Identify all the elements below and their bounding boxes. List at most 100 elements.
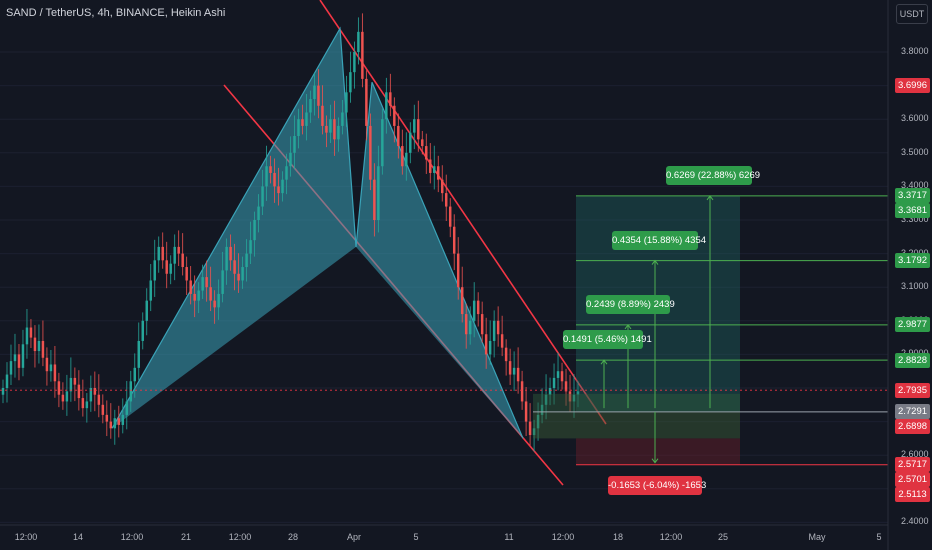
candle-body: [269, 166, 272, 173]
candle-body: [544, 394, 548, 405]
price-tag: 2.6898: [895, 419, 930, 435]
candle-body: [552, 377, 556, 388]
candles: [1, 13, 580, 452]
candle-body: [413, 119, 416, 133]
candle-body: [409, 132, 412, 153]
candle-body: [369, 125, 372, 180]
candle-body: [89, 388, 93, 402]
candle-body: [301, 119, 304, 126]
candle-body: [169, 263, 172, 274]
candle-body: [65, 391, 69, 402]
candle-body: [97, 394, 101, 405]
price-tag: 3.3681: [895, 203, 930, 219]
candle-body: [261, 186, 264, 207]
symbol-title: SAND / TetherUS, 4h, BINANCE, Heikin Ash…: [6, 7, 226, 19]
candle-body: [85, 401, 89, 409]
candle-body: [560, 371, 564, 382]
candle-body: [341, 112, 344, 126]
candle-body: [229, 246, 232, 261]
candle-body: [345, 92, 348, 113]
candle-body: [460, 287, 464, 315]
candle-body: [257, 206, 260, 220]
candle-body: [129, 381, 133, 402]
harmonic-pattern[interactable]: [111, 26, 524, 439]
time-axis-label: 5: [413, 532, 419, 542]
price-axis-label: 3.1000: [901, 281, 929, 292]
candle-body: [33, 337, 37, 352]
candle-body: [309, 99, 312, 113]
candle-body: [9, 361, 13, 375]
candle-body: [540, 404, 544, 415]
candle-body: [536, 414, 540, 429]
target-arrowhead: [651, 259, 659, 265]
candle-body: [221, 270, 224, 294]
candle-body: [177, 246, 180, 254]
candle-body: [153, 260, 156, 281]
price-tag: 2.5717: [895, 457, 930, 473]
candle-body: [109, 421, 113, 429]
candle-body: [205, 277, 208, 288]
price-tag: 3.1792: [895, 253, 930, 269]
candle-body: [57, 381, 61, 395]
time-axis-label: 21: [180, 532, 192, 542]
candle-body: [233, 260, 236, 274]
candle-body: [237, 273, 240, 281]
candle-body: [389, 92, 392, 106]
price-axis-label: 2.4000: [901, 516, 929, 527]
time-axis-label: 12:00: [228, 532, 252, 542]
candle-body: [381, 119, 384, 167]
candle-body: [281, 179, 284, 194]
candle-body: [576, 391, 580, 395]
price-tag: 2.7291: [895, 404, 930, 420]
candle-body: [285, 166, 288, 180]
candle-body: [297, 119, 300, 136]
candle-body: [161, 246, 164, 261]
candle-body: [117, 418, 121, 425]
candle-body: [181, 253, 184, 268]
candle-body: [401, 146, 404, 167]
time-axis-label: Apr: [346, 532, 362, 542]
candle-body: [197, 290, 200, 301]
candle-body: [189, 280, 192, 294]
currency-button[interactable]: USDT: [896, 4, 928, 24]
candle-body: [405, 152, 408, 167]
time-axis-label: 14: [72, 532, 84, 542]
candle-body: [568, 391, 572, 402]
candle-body: [41, 340, 45, 358]
price-tag: 2.9877: [895, 317, 930, 333]
candle-body: [213, 300, 216, 308]
candle-body: [397, 125, 400, 147]
candle-body: [61, 394, 65, 402]
candle-body: [385, 92, 388, 120]
price-tag: 2.5113: [895, 487, 930, 503]
time-axis-label: 11: [504, 532, 514, 542]
price-axis-label: 3.8000: [901, 46, 929, 56]
candle-body: [337, 125, 340, 140]
candle-body: [556, 371, 560, 378]
price-tag: 3.6996: [895, 78, 930, 94]
candle-body: [313, 85, 316, 100]
candle-body: [468, 320, 472, 335]
price-tag: 2.7935: [895, 382, 930, 398]
candle-body: [125, 401, 129, 415]
candle-body: [421, 139, 424, 147]
candle-body: [484, 334, 488, 355]
target-arrowhead: [600, 359, 608, 365]
candle-body: [504, 347, 508, 362]
candle-body: [476, 300, 480, 315]
candle-body: [5, 374, 9, 388]
candle-body: [241, 267, 244, 281]
candle-body: [373, 179, 376, 220]
candle-body: [77, 384, 81, 399]
candle-body: [165, 260, 168, 274]
candle-body: [217, 293, 220, 308]
candle-body: [69, 377, 73, 392]
time-axis-label: 12:00: [14, 532, 38, 542]
price-axis-label: 3.4000: [901, 180, 929, 191]
candle-body: [520, 381, 524, 402]
candle-body: [37, 340, 41, 352]
price-tag: 2.5701: [895, 472, 930, 488]
candle-body: [145, 300, 148, 321]
